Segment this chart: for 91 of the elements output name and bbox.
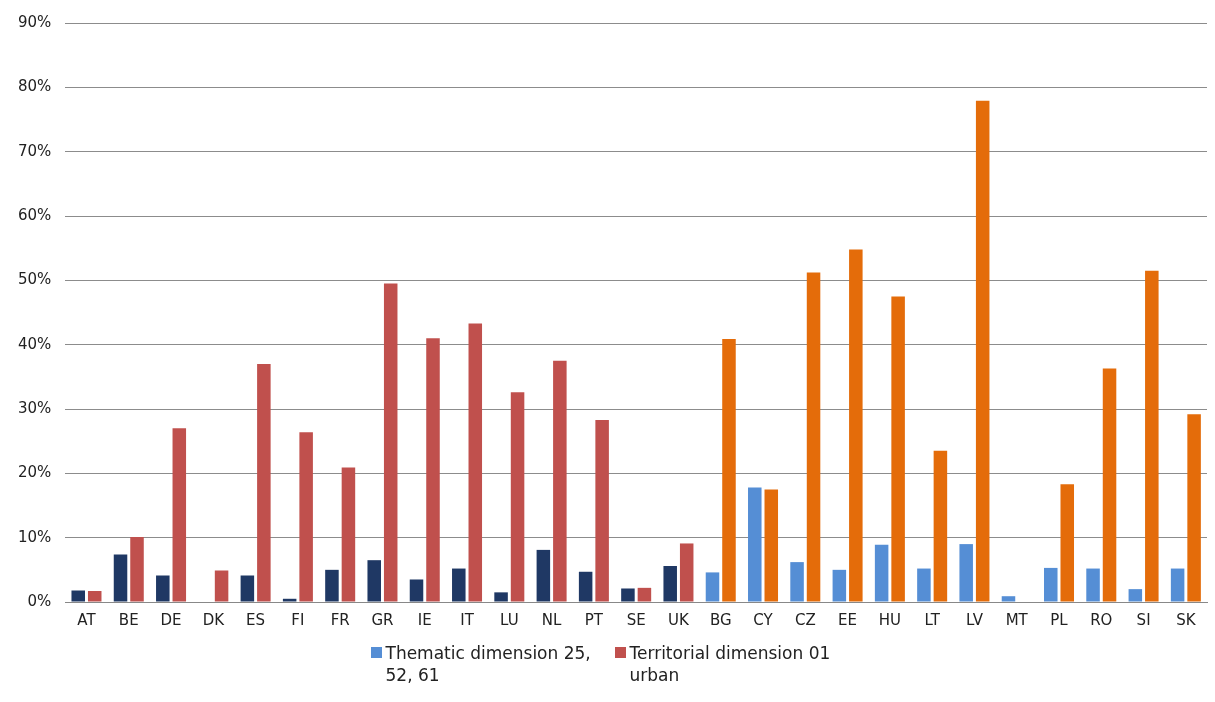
bar [748, 487, 762, 602]
bar [679, 543, 694, 602]
bar [874, 544, 889, 602]
bar [975, 100, 990, 602]
bar [764, 489, 779, 602]
bar [325, 569, 339, 602]
bar [71, 590, 85, 602]
bar [917, 568, 931, 602]
bar [468, 323, 483, 602]
x-tick-label: PL [1050, 610, 1069, 629]
x-tick-label: ES [246, 610, 266, 629]
x-tick-label: LU [500, 610, 519, 629]
y-tick-label: 80% [18, 77, 52, 96]
y-tick-label: 0% [27, 591, 52, 610]
bar [832, 569, 847, 602]
bar [257, 363, 271, 602]
bar [282, 598, 297, 602]
x-tick-label: DK [202, 610, 226, 629]
bar [933, 450, 948, 602]
bar [1170, 568, 1185, 602]
y-tick-label: 10% [18, 527, 52, 546]
bar [705, 572, 720, 602]
x-tick-label: SE [626, 610, 646, 629]
x-tick-label: HU [878, 610, 902, 629]
y-tick-label: 60% [18, 205, 52, 224]
x-tick-label: RO [1090, 610, 1113, 629]
x-tick-label: MT [1005, 610, 1029, 629]
bar [1145, 270, 1159, 602]
bar [1128, 589, 1143, 602]
bar [1102, 368, 1117, 602]
y-tick-label: 70% [18, 141, 52, 160]
y-tick-label: 30% [18, 398, 52, 417]
bar [536, 549, 551, 602]
x-tick-label: FI [291, 610, 305, 629]
bar [891, 296, 905, 602]
bar [1086, 568, 1100, 602]
bar [1044, 567, 1058, 602]
x-tick-label: NL [541, 610, 563, 629]
y-tick-label: 40% [18, 334, 52, 353]
bar [240, 575, 255, 602]
bar [959, 544, 973, 602]
bar [409, 579, 424, 602]
bar [578, 571, 593, 602]
bar [510, 392, 525, 602]
x-tick-label: SI [1136, 610, 1151, 629]
bar [553, 360, 567, 602]
bar [452, 568, 466, 602]
y-tick-label: 20% [18, 463, 52, 482]
x-tick-label: FR [330, 610, 350, 629]
x-tick-label: DE [160, 610, 182, 629]
bar [87, 591, 102, 602]
x-tick-label: IE [417, 610, 432, 629]
x-tick-label: PT [584, 610, 604, 629]
legend-label: Territorial dimension 01 urban [629, 642, 832, 686]
x-tick-label: EE [838, 610, 858, 629]
bar [1001, 596, 1016, 602]
x-tick-label: BG [709, 610, 732, 629]
bar [214, 570, 229, 602]
bar [156, 575, 170, 602]
bar [130, 537, 144, 602]
legend-label: Thematic dimension 25, 52, 61 [385, 642, 592, 686]
bar [637, 587, 652, 602]
bar [806, 272, 821, 602]
bar [113, 554, 128, 602]
x-tick-label: CY [753, 610, 774, 629]
bar [621, 588, 635, 602]
bar [426, 338, 440, 602]
x-tick-label: AT [77, 610, 97, 629]
x-tick-label: UK [668, 610, 691, 629]
bar [494, 592, 508, 602]
bar [383, 283, 398, 602]
bar [299, 432, 313, 602]
bar [790, 562, 804, 602]
x-tick-label: LV [965, 610, 984, 629]
x-tick-label: SK [1176, 610, 1197, 629]
bar [341, 467, 356, 602]
x-tick-label: GR [371, 610, 394, 629]
x-tick-label: BE [118, 610, 139, 629]
bar [1060, 484, 1075, 602]
bar [1187, 414, 1201, 602]
bar [722, 338, 736, 602]
bar [595, 419, 609, 602]
y-tick-label: 90% [18, 12, 52, 31]
bar [367, 560, 381, 602]
bar [849, 249, 863, 602]
x-tick-label: CZ [794, 610, 816, 629]
y-tick-label: 50% [18, 270, 52, 289]
x-tick-label: LT [924, 610, 941, 629]
x-tick-label: IT [460, 610, 475, 629]
bar [172, 428, 187, 602]
bar [663, 565, 677, 602]
